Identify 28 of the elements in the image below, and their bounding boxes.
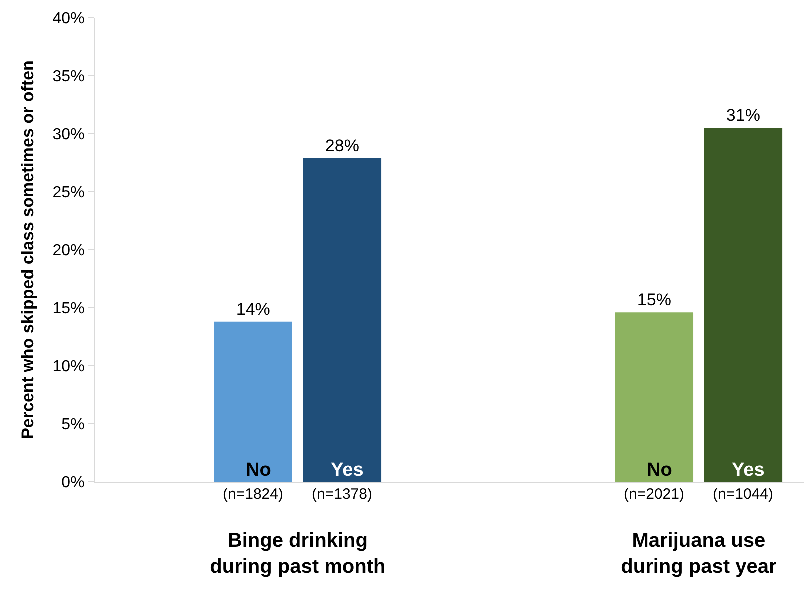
data-label: 15%	[637, 290, 672, 310]
bar	[704, 128, 783, 482]
y-tick-label: 40%	[52, 10, 85, 28]
series-label: No	[246, 460, 272, 481]
x-tick-label: Binge drinking during past month	[210, 530, 386, 578]
bar	[303, 158, 382, 482]
bar	[615, 312, 694, 482]
series-label: Yes	[331, 460, 364, 481]
text: (n=1044)	[713, 486, 774, 503]
data-label: 28%	[325, 136, 360, 156]
y-tick-label: 10%	[52, 358, 85, 376]
y-tick-label: 25%	[52, 184, 85, 202]
data-label: 14%	[236, 300, 270, 319]
text: (n=1378)	[312, 486, 372, 503]
text: No	[647, 460, 672, 481]
x-tick-label: Marijuana use during past year	[621, 530, 777, 578]
data-label: 31%	[726, 106, 760, 126]
text: (n=2021)	[624, 486, 684, 503]
y-tick-label: 20%	[52, 242, 85, 260]
y-tick-label: 5%	[62, 416, 85, 434]
y-tick-label: 15%	[52, 300, 85, 318]
y-axis-title: Percent who skipped class sometimes or often	[18, 60, 38, 440]
y-tick-label: 35%	[52, 68, 85, 86]
text: Yes	[732, 460, 765, 481]
y-tick-label: 30%	[52, 126, 85, 144]
bar	[214, 322, 292, 482]
text: (n=1824)	[223, 486, 284, 503]
y-tick-label: 0%	[62, 474, 85, 492]
